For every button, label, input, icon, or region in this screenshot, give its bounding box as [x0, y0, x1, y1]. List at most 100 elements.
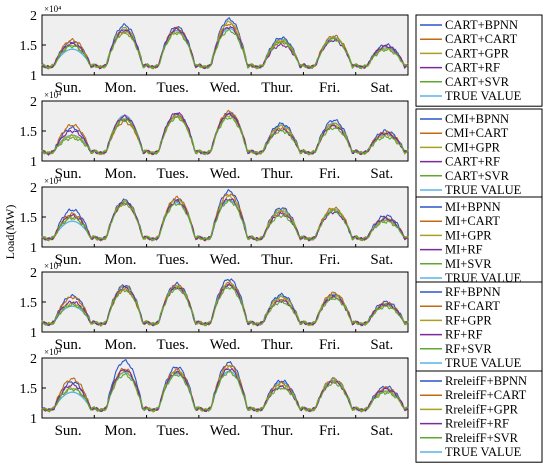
panel-2: 1 1.5 2 ×10⁴ Sun. Mon. Tues. Wed. Thur. Fri. Sat.: [20, 90, 409, 182]
series-line-mi-svr: [41, 199, 409, 242]
y-tick-label: 1: [30, 155, 37, 170]
x-tick-label-Wed: Wed.: [210, 80, 241, 96]
legend-label: MI+GPR: [445, 228, 492, 242]
x-tick-label-Fri: Fri.: [319, 423, 340, 439]
panel-5: 1 1.5 2 ×10⁴ Sun. Mon. Tues. Wed. Thur. Fri. Sat.: [20, 347, 409, 439]
y-tick-label: 1.5: [20, 211, 38, 226]
y-exponent-label: ×10⁴: [44, 90, 61, 100]
legend-box: [415, 370, 543, 463]
legend-label: TRUE VALUE: [445, 183, 522, 197]
legend-label: TRUE VALUE: [445, 89, 522, 103]
x-tick-label-Sat: Sat.: [370, 337, 393, 353]
x-tick-label-Mon: Mon.: [104, 337, 136, 353]
legend-box: [415, 14, 543, 107]
series-line-cart-svr: [41, 116, 409, 156]
legend-label: RreleifF+SVR: [445, 431, 519, 445]
x-tick-label-Wed: Wed.: [210, 337, 241, 353]
legend-label: CART+SVR: [445, 169, 510, 183]
x-tick-label-Sun: Sun.: [55, 423, 82, 439]
legend-label: RreleifF+RF: [445, 417, 509, 431]
x-tick-label-Mon: Mon.: [104, 80, 136, 96]
legend-label: CART+RF: [445, 61, 500, 75]
plot-area: [41, 100, 409, 162]
y-tick-label: 2: [30, 95, 37, 110]
x-tick-label-Thur: Thur.: [261, 166, 293, 182]
x-tick-label-Sat: Sat.: [370, 166, 393, 182]
legend-box: [415, 281, 543, 374]
x-tick-label-Fri: Fri.: [319, 166, 340, 182]
y-tick-label: 1.5: [20, 296, 38, 311]
legend-2: CMI+BPNNCMI+CARTCMI+GPRCART+RFCART+SVRTR…: [415, 108, 543, 201]
legend-label: CMI+BPNN: [445, 112, 509, 126]
legend-label: MI+CART: [445, 214, 500, 228]
plot-area: [41, 186, 409, 248]
y-tick-label: 1.5: [20, 125, 38, 140]
legend-label: RF+CART: [445, 299, 500, 313]
y-tick-label: 1: [30, 241, 37, 256]
series-line-cart-svr: [41, 28, 409, 70]
plot-area: [41, 271, 409, 333]
y-axis-label: Load(MW): [3, 205, 17, 260]
x-tick-label-Thur: Thur.: [261, 423, 293, 439]
x-tick-label-Tues: Tues.: [157, 252, 189, 268]
y-exponent-label: ×10⁴: [44, 261, 61, 271]
y-tick-label: 2: [30, 266, 37, 281]
legend-label: RreleifF+BPNN: [445, 374, 527, 388]
x-tick-label-Sun: Sun.: [55, 337, 82, 353]
x-tick-label-Fri: Fri.: [319, 252, 340, 268]
legend-label: RF+SVR: [445, 342, 492, 356]
y-exponent-label: ×10⁴: [44, 347, 61, 357]
y-tick-label: 1: [30, 326, 37, 341]
x-tick-label-Tues: Tues.: [157, 80, 189, 96]
y-tick-label: 1: [30, 69, 37, 84]
x-tick-label-Thur: Thur.: [261, 80, 293, 96]
legend-label: RreleifF+CART: [445, 388, 527, 402]
legend-label: CMI+GPR: [445, 140, 501, 154]
x-tick-label-Sat: Sat.: [370, 80, 393, 96]
x-tick-label-Sat: Sat.: [370, 423, 393, 439]
x-tick-label-Tues: Tues.: [157, 166, 189, 182]
legend-label: CART+CART: [445, 32, 518, 46]
legend-label: RF+RF: [445, 328, 483, 342]
y-exponent-label: ×10⁴: [44, 4, 61, 14]
legend-box: [415, 196, 543, 289]
legend-label: CART+BPNN: [445, 18, 518, 32]
x-tick-label-Mon: Mon.: [104, 423, 136, 439]
series-line-rf-svr: [41, 286, 409, 327]
y-tick-label: 1: [30, 412, 37, 427]
panel-4: 1 1.5 2 ×10⁴ Sun. Mon. Tues. Wed. Thur. Fri. Sat.: [20, 261, 409, 353]
legend-label: CART+RF: [445, 155, 500, 169]
legend-label: CART+GPR: [445, 46, 510, 60]
x-tick-label-Wed: Wed.: [210, 423, 241, 439]
x-tick-label-Tues: Tues.: [157, 337, 189, 353]
x-tick-label-Thur: Thur.: [261, 337, 293, 353]
legend-label: RF+GPR: [445, 313, 492, 327]
y-tick-label: 2: [30, 9, 37, 24]
legend-label: CART+SVR: [445, 75, 510, 89]
legend-box: [415, 108, 543, 201]
y-exponent-label: ×10⁴: [44, 176, 61, 186]
legend-label: RreleifF+GPR: [445, 402, 519, 416]
series-line-cart-rf: [41, 26, 409, 70]
legend-label: MI+SVR: [445, 257, 492, 271]
x-tick-label-Sun: Sun.: [55, 80, 82, 96]
legend-label: TRUE VALUE: [445, 356, 522, 370]
x-tick-label-Sat: Sat.: [370, 252, 393, 268]
legend-5: RreleifF+BPNNRreleifF+CARTRreleifF+GPRRr…: [415, 370, 543, 463]
y-tick-label: 2: [30, 181, 37, 196]
y-tick-label: 1.5: [20, 39, 38, 54]
panel-1: 1 1.5 2 ×10⁴ Sun. Mon. Tues. Wed. Thur. Fri. Sat.: [20, 4, 409, 96]
x-tick-label-Mon: Mon.: [104, 252, 136, 268]
x-tick-label-Wed: Wed.: [210, 252, 241, 268]
legend-label: TRUE VALUE: [445, 445, 522, 459]
legend-label: MI+RF: [445, 243, 483, 257]
x-tick-label-Fri: Fri.: [319, 337, 340, 353]
y-tick-label: 2: [30, 352, 37, 367]
x-tick-label-Tues: Tues.: [157, 423, 189, 439]
legend-1: CART+BPNNCART+CARTCART+GPRCART+RFCART+SV…: [415, 14, 543, 107]
legend-label: CMI+CART: [445, 126, 509, 140]
series-line-rreleiff-svr: [41, 370, 409, 413]
